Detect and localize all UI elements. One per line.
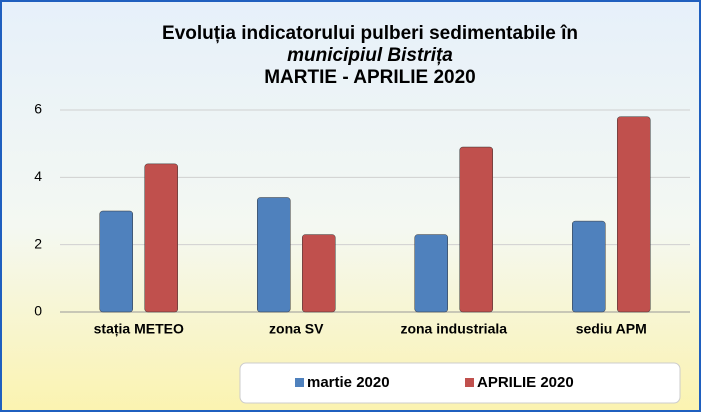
y-tick-label: 0 [34,303,42,319]
x-tick-label: zona SV [269,321,324,337]
bar [572,220,606,313]
bar [257,197,291,313]
chart-title: Evoluția indicatorului pulberi sedimenta… [162,23,578,44]
bar [99,210,133,313]
legend [239,362,681,404]
y-tick-label: 6 [34,101,42,117]
bar [302,234,336,313]
legend-swatch [295,378,304,387]
x-tick-label: stația METEO [94,321,184,337]
y-tick-label: 4 [34,168,42,184]
chart-title: MARTIE - APRILIE 2020 [264,67,476,88]
y-tick-label: 2 [34,235,42,251]
bar [414,234,448,313]
bar [459,146,493,313]
chart-title: municipiul Bistrița [287,45,453,66]
legend-label: martie 2020 [307,374,390,391]
x-tick-label: zona industriala [400,321,507,337]
x-tick-label: sediu APM [576,321,647,337]
bar [144,163,178,313]
bar [617,116,651,313]
legend-label: APRILIE 2020 [477,374,574,391]
legend-swatch [465,378,474,387]
